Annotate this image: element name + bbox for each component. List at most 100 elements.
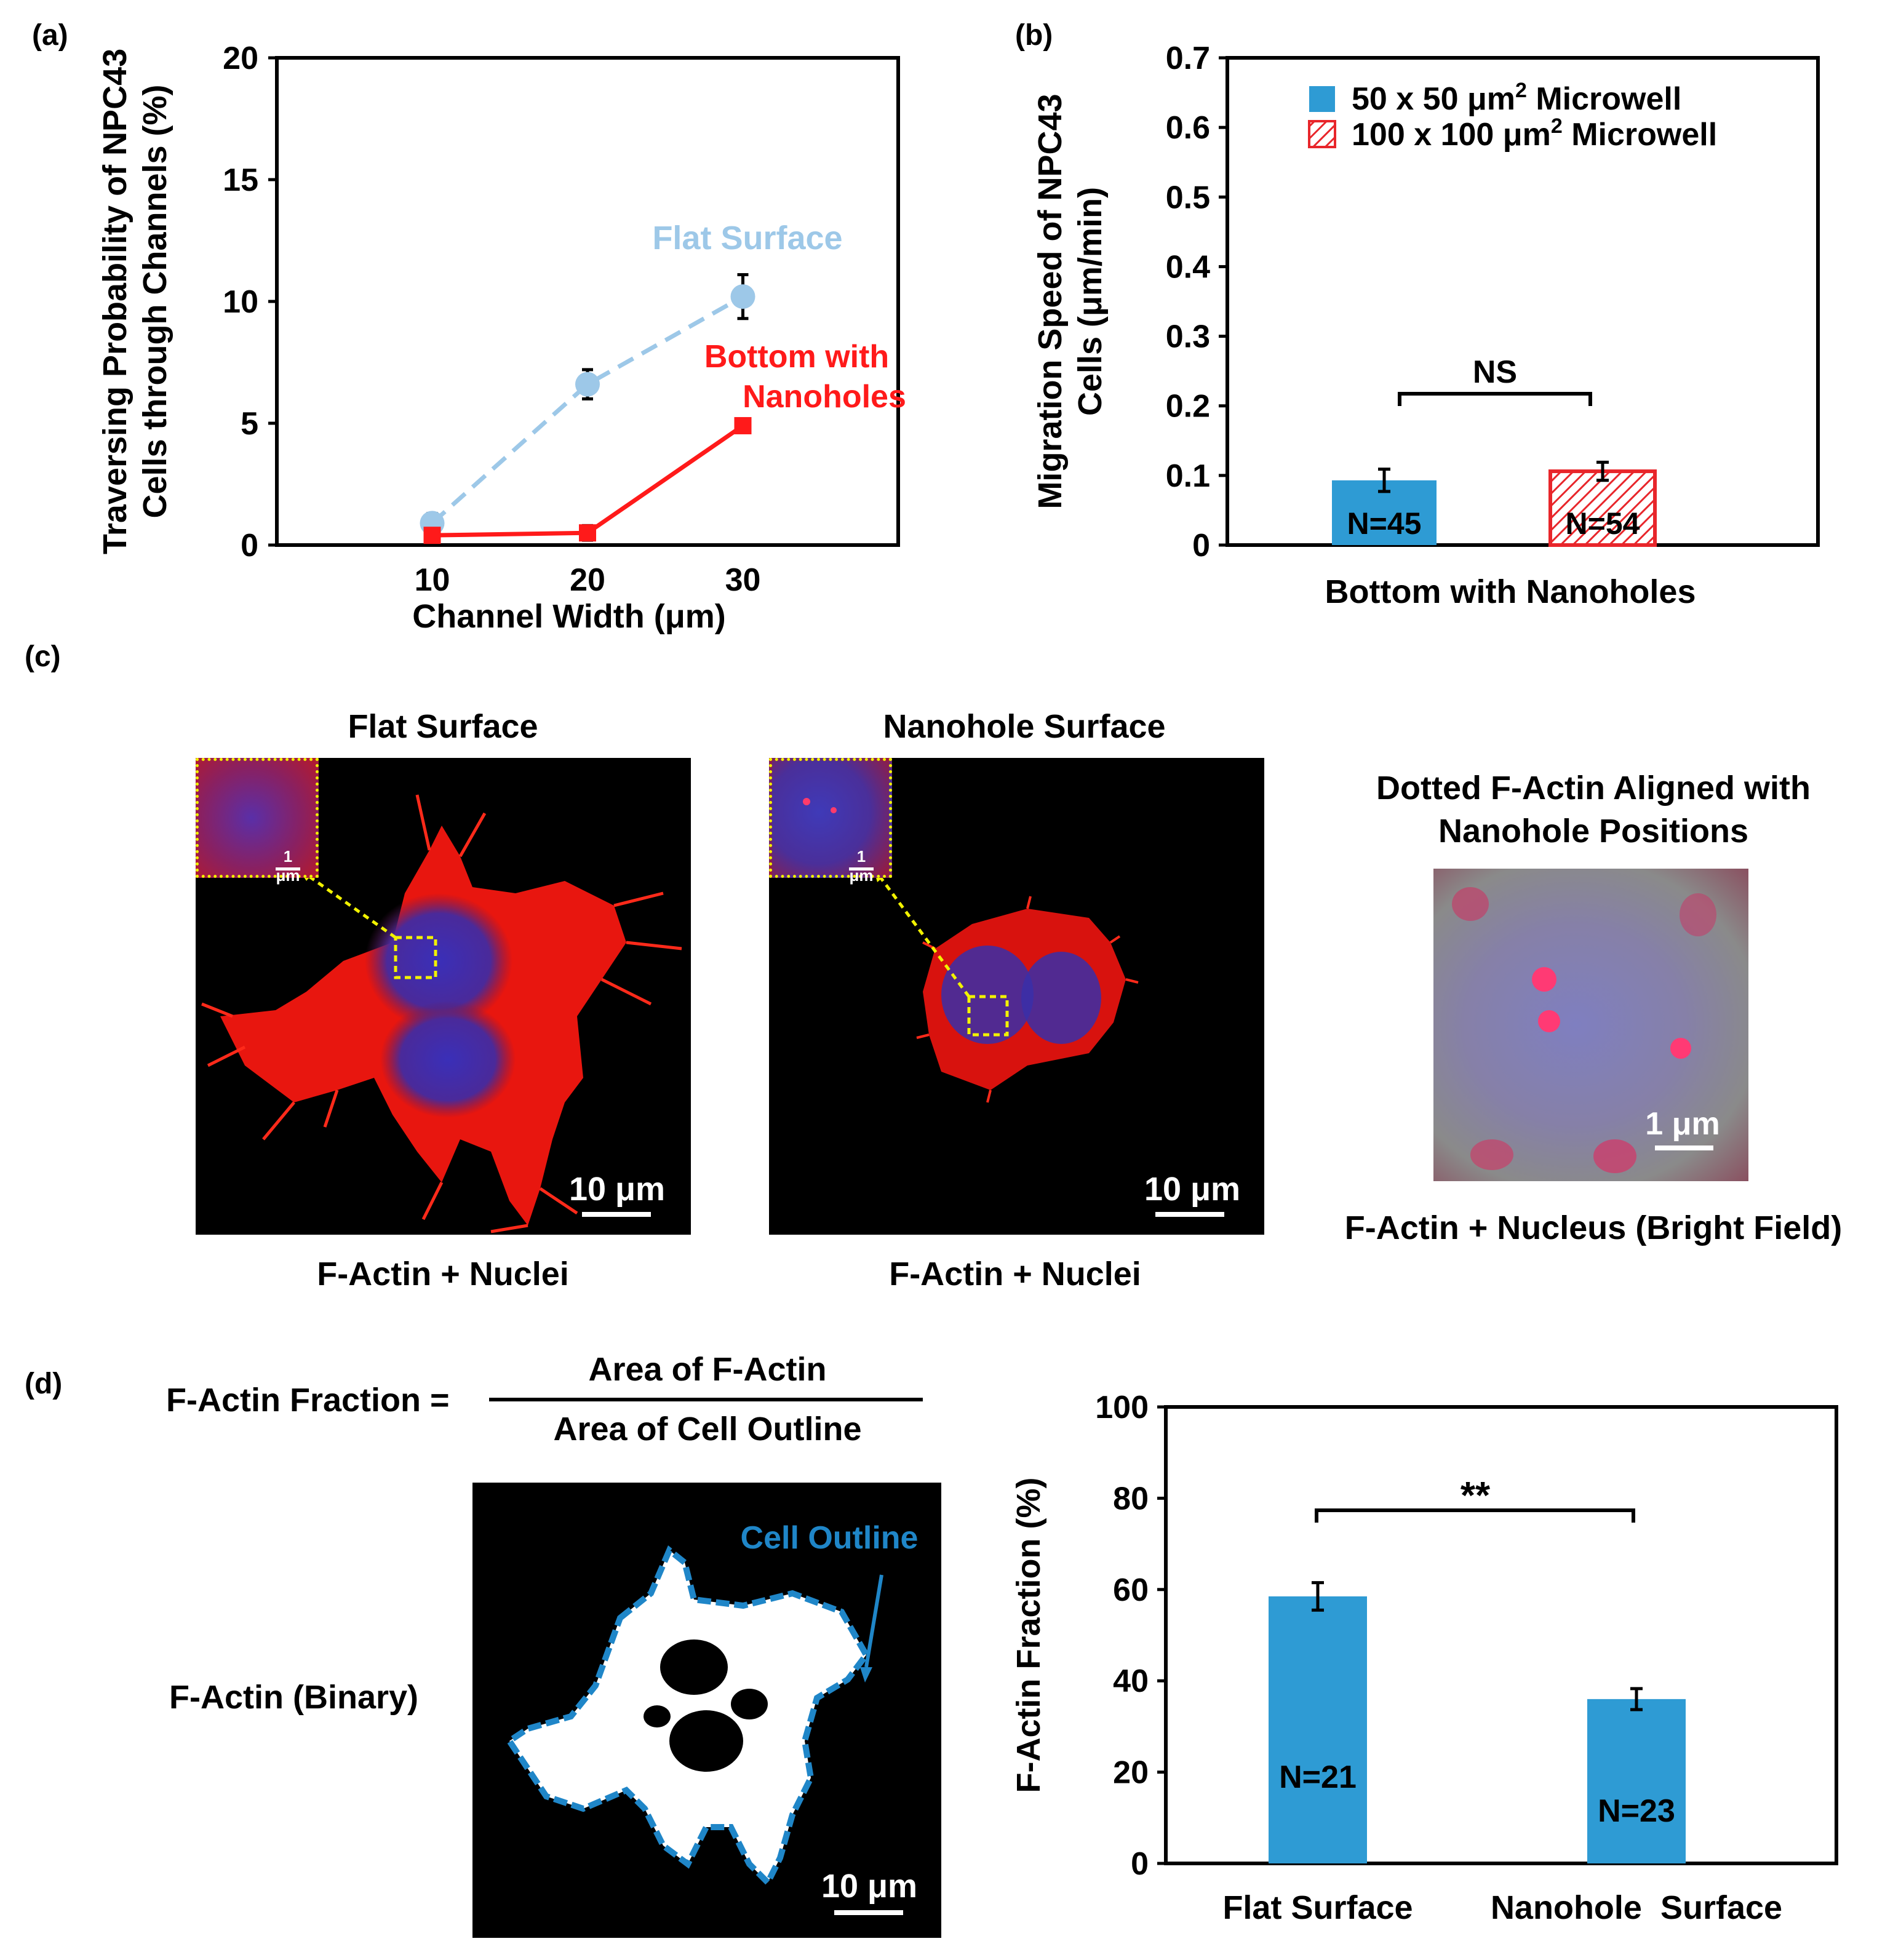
chart-b-ytick-label: 0.3 — [1166, 319, 1210, 355]
actin-dot — [1593, 1139, 1636, 1173]
chart-a-series-line — [431, 295, 744, 525]
chart-a-xlabel: Channel Width (μm) — [412, 598, 726, 635]
panel-c-dotted-title-line2: Nanohole Positions — [1438, 813, 1749, 850]
nano-inset-scale-label: 1 μm — [849, 847, 874, 885]
panel-c-dotted-title-line1: Dotted F-Actin Aligned with — [1376, 770, 1811, 807]
chart-d-ytick-label: 100 — [1095, 1390, 1149, 1425]
chart-b-frame — [1225, 56, 1820, 547]
micrograph-flat: 1 μm 10 μm — [196, 758, 691, 1235]
micrograph-brightfield: 1 μm — [1433, 869, 1748, 1181]
chart-d-ytick-label: 60 — [1113, 1572, 1149, 1608]
flat-scale-bar — [582, 1212, 651, 1217]
chart-a-point-nanohole — [579, 524, 596, 542]
panel-c-nano-caption: F-Actin + Nuclei — [889, 1256, 1141, 1293]
panel-label-c: (c) — [25, 640, 61, 673]
chart-a-ylabel-line1: Traversing Probability of NPC43 — [97, 49, 134, 554]
chart-b-n-label: N=45 — [1347, 506, 1422, 541]
actin-dot — [1680, 893, 1716, 936]
chart-a-point-nanohole — [423, 527, 441, 544]
actin-dot — [1470, 1139, 1513, 1170]
micrograph-nanohole: 1 μm 10 μm — [769, 758, 1264, 1235]
chart-a-ytick-label: 20 — [223, 41, 258, 76]
nano-nucleus-2 — [1021, 952, 1101, 1044]
brightfield-scale-bar — [1655, 1145, 1713, 1150]
chart-d-bar — [1269, 1596, 1367, 1863]
nano-inset-zoom: 1 μm — [769, 758, 892, 885]
chart-d-sig-bracket — [1315, 1508, 1635, 1523]
chart-d-sig-label: ** — [1461, 1475, 1491, 1517]
formula-lhs: F-Actin Fraction = — [166, 1382, 450, 1419]
chart-a: 0 5 10 15 20 10 20 30 Traversing Probability o… — [97, 41, 906, 635]
flat-inset-arrow — [304, 872, 397, 939]
micrograph-binary-drawing — [505, 1545, 883, 1888]
legend-swatch-50 — [1309, 86, 1335, 112]
panel-label-a: (a) — [32, 19, 68, 52]
formula-denominator: Area of Cell Outline — [553, 1411, 862, 1448]
chart-a-point-flat — [730, 284, 755, 309]
chart-d-frame — [1164, 1405, 1838, 1865]
chart-a-ytick-label: 15 — [223, 162, 258, 198]
binary-label: F-Actin (Binary) — [169, 1679, 418, 1716]
chart-a-point-nanohole — [734, 416, 752, 434]
chart-d-bar — [1587, 1699, 1686, 1863]
flat-nucleus-1 — [365, 893, 512, 1029]
nano-inset-dot — [831, 807, 837, 813]
cell-outline-label: Cell Outline — [740, 1520, 919, 1556]
nano-inset-scale-bar — [849, 867, 874, 870]
chart-b-ylabel-line1: Migration Speed of NPC43 — [1032, 94, 1069, 509]
chart-b-ns-bracket — [1398, 392, 1592, 406]
chart-b-ylabel-line2: Cells (μm/min) — [1072, 187, 1109, 416]
brightfield-scale-label: 1 μm — [1645, 1106, 1720, 1142]
chart-a-ylabel-line2: Cells through Channels (%) — [137, 84, 173, 518]
flat-inset-box — [394, 936, 437, 979]
panel-label-b: (b) — [1015, 19, 1053, 52]
nano-inset-arrow — [877, 874, 971, 998]
chart-d-ytick-label: 0 — [1131, 1846, 1149, 1882]
binary-scale-bar — [834, 1910, 903, 1915]
flat-inset-scale-bar — [276, 867, 300, 870]
chart-a-frame — [275, 56, 900, 547]
nano-cell-edges — [916, 896, 1139, 1103]
panel-label-d: (d) — [25, 1368, 63, 1400]
chart-d-ytick-label: 20 — [1113, 1755, 1149, 1791]
chart-a-nano-label-line1: Bottom with — [704, 339, 889, 375]
nano-nucleus-1 — [941, 946, 1034, 1044]
chart-a-ytick-label: 0 — [241, 528, 258, 564]
actin-dot — [1670, 1038, 1691, 1059]
micrograph-flat-drawing — [201, 794, 682, 1233]
chart-a-flat-label: Flat Surface — [652, 220, 842, 257]
chart-b-ytick-label: 0.4 — [1166, 249, 1210, 285]
flat-scale-label: 10 μm — [568, 1171, 666, 1208]
chart-b-ns-label: NS — [1473, 354, 1517, 390]
legend-label-50: 50 x 50 μm2 Microwell — [1352, 79, 1681, 117]
panel-c-flat-title: Flat Surface — [348, 708, 538, 745]
panel-c-dotted-caption: F-Actin + Nucleus (Bright Field) — [1344, 1209, 1843, 1246]
chart-d-ytick-label: 40 — [1113, 1663, 1149, 1699]
chart-b-ytick-label: 0.5 — [1166, 180, 1210, 215]
chart-a-xtick-label: 10 — [415, 562, 450, 598]
binary-holes — [644, 1639, 768, 1772]
micrograph-binary: Cell Outline 10 μm — [472, 1483, 941, 1938]
chart-b-ytick-label: 0.6 — [1166, 110, 1210, 146]
actin-dot — [1452, 887, 1489, 921]
flat-inset-scale-label: 1 μm — [276, 847, 300, 885]
nano-inset-dot — [803, 798, 810, 805]
legend-label-100: 100 x 100 μm2 Microwell — [1352, 114, 1717, 153]
chart-a-ytick-label: 5 — [241, 406, 258, 442]
chart-b-ytick-label: 0 — [1192, 528, 1210, 564]
chart-b-bar — [1548, 469, 1657, 547]
flat-inset-zoom: 1 μm — [196, 758, 319, 885]
flat-nucleus-2 — [380, 1001, 516, 1118]
formula-numerator: Area of F-Actin — [588, 1351, 827, 1388]
chart-d-ylabel: F-Actin Fraction (%) — [1010, 1478, 1047, 1793]
chart-b-ytick-label: 0.1 — [1166, 458, 1210, 494]
chart-b-xlabel: Bottom with Nanoholes — [1325, 573, 1696, 610]
actin-dot — [1538, 1010, 1560, 1032]
chart-d-n-label: N=23 — [1598, 1793, 1675, 1829]
chart-d-n-label: N=21 — [1279, 1759, 1357, 1795]
chart-d-category-label: Flat Surface — [1222, 1889, 1413, 1926]
chart-b-ytick-label: 0.7 — [1166, 41, 1210, 76]
actin-dot — [1532, 967, 1556, 992]
legend-swatch-100 — [1308, 120, 1336, 148]
chart-b: 0 0.1 0.2 0.3 0.4 0.5 0.6 0.7 N=45 N=54 50 x 50 … — [1032, 41, 1820, 610]
